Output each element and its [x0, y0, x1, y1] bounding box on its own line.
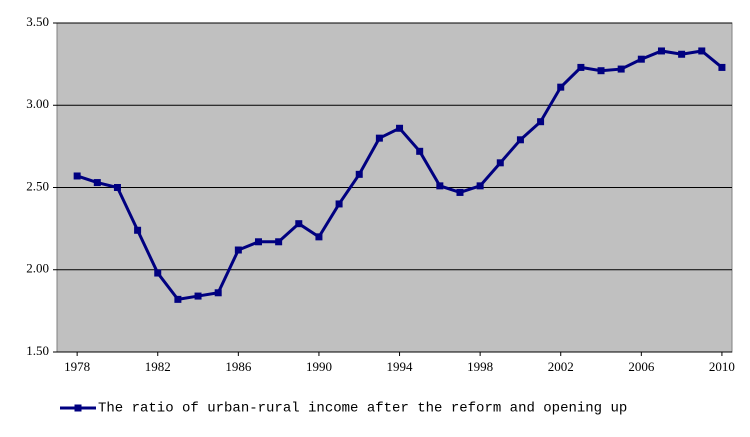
point — [678, 50, 686, 58]
y-tick-label: 3.00 — [26, 96, 49, 111]
point — [93, 179, 101, 187]
x-tick-label: 1990 — [306, 359, 332, 374]
point — [113, 184, 121, 191]
point — [174, 295, 182, 303]
point — [698, 47, 706, 55]
point — [718, 63, 726, 71]
point — [396, 124, 404, 132]
point — [436, 182, 444, 190]
point — [496, 159, 504, 167]
point — [557, 83, 565, 91]
y-tick-label: 2.00 — [26, 261, 49, 276]
x-tick-label: 1994 — [387, 359, 414, 374]
x-tick-label: 2006 — [628, 359, 655, 374]
point — [234, 246, 242, 254]
x-tick-label: 2002 — [548, 359, 574, 374]
point — [295, 220, 303, 228]
point — [577, 63, 585, 71]
point — [637, 55, 645, 63]
point — [597, 67, 605, 75]
point — [416, 147, 424, 155]
point — [537, 118, 545, 126]
y-tick-label: 2.50 — [26, 178, 49, 193]
x-tick-label: 1986 — [225, 359, 252, 374]
point — [154, 269, 162, 277]
y-tick-label: 3.50 — [26, 14, 49, 29]
point — [355, 170, 363, 178]
legend-text: The ratio of urban-rural income after th… — [98, 401, 627, 417]
x-tick-label: 1978 — [64, 359, 90, 374]
y-tick-label: 1.50 — [26, 343, 49, 358]
point — [134, 226, 142, 234]
point — [516, 136, 524, 144]
point — [275, 238, 283, 246]
point — [657, 47, 665, 55]
point — [335, 200, 343, 208]
point — [254, 238, 262, 246]
point — [617, 65, 625, 73]
point — [214, 289, 222, 297]
point — [375, 134, 383, 142]
point — [476, 182, 484, 190]
x-tick-label: 1982 — [145, 359, 171, 374]
point — [456, 188, 464, 196]
x-tick-label: 1998 — [467, 359, 493, 374]
point — [73, 172, 81, 180]
point — [194, 292, 202, 300]
x-tick-label: 2010 — [709, 359, 735, 374]
point — [315, 233, 323, 241]
legend-marker — [74, 404, 82, 412]
